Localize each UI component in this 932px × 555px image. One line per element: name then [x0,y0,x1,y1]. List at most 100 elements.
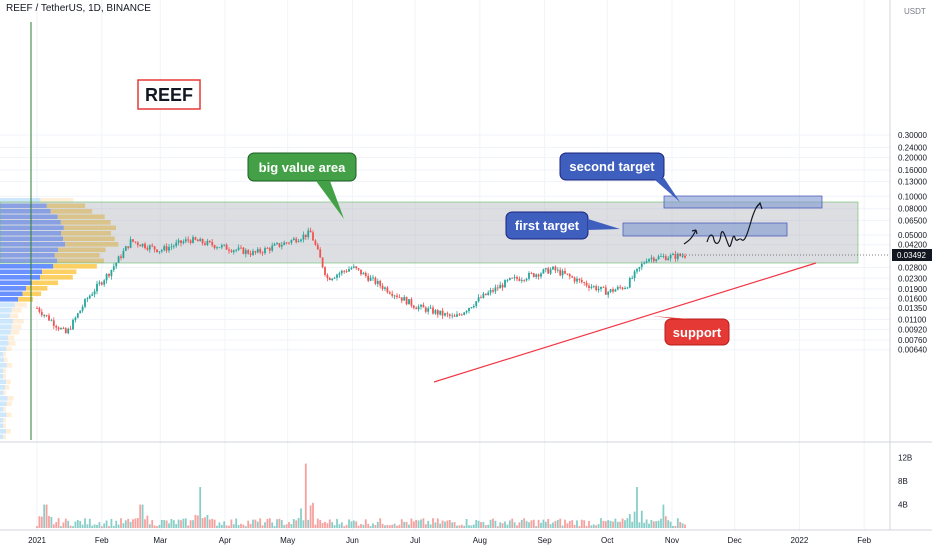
volume-bar [595,525,598,528]
volume-bar [304,463,307,528]
last-price-tag [892,249,932,261]
volume-bar [268,518,271,528]
candle-body [652,257,655,262]
volume-bar [367,523,370,528]
profile-bar-down [5,379,11,385]
candle-body [312,232,314,241]
candle-body [549,269,552,274]
volume-bar [607,520,610,528]
candle-body [540,273,542,277]
first-target-callout[interactable]: first target [505,211,620,240]
candle-body [520,279,523,281]
profile-bar-down [46,203,86,209]
volume-bar [43,504,46,528]
profile-bar-up [0,269,43,275]
volume-bar [463,525,466,528]
volume-bar [285,524,288,528]
candle-body [420,304,422,307]
time-tick-label: Feb [857,536,871,545]
profile-bar-up [0,330,11,335]
profile-bar-up [0,434,4,440]
time-axis[interactable]: 2021 Feb Mar Apr May Jun Jul Aug Sep Oct Nov Dec 202… [28,536,872,545]
projection-arrowhead [755,201,763,210]
candle-body [585,282,588,286]
volume-bar [441,520,444,528]
value-area-callout[interactable]: big value area [247,152,357,219]
candle-body [379,280,382,286]
volume-bar [196,515,199,528]
volume-bar [374,525,377,528]
volume-bar [158,524,161,528]
volume-bar [535,526,538,528]
profile-bar-up [0,258,58,264]
candle-body [357,268,360,270]
volume-bar [408,524,410,528]
volume-bar [100,526,103,528]
candle-body [367,275,370,281]
volume-bar [235,518,238,528]
candle-body [316,244,319,250]
candle-body [189,240,192,243]
candle-body [508,277,511,280]
candle-body [513,277,516,278]
volume-bar [129,521,132,528]
candle-body [600,286,602,289]
candle-body [328,278,331,281]
volume-bar [393,523,396,528]
volume-bar [283,525,286,528]
volume-bar [405,522,408,528]
volume-bar [475,519,478,528]
candle-body [132,239,134,242]
volume-bar [499,522,502,528]
candle-body [451,315,454,317]
profile-bar-down [54,253,100,258]
ticker-label-box[interactable]: REEF [137,79,201,110]
volume-bar [422,518,425,528]
volume-bar [57,518,60,528]
support-callout[interactable]: support [652,316,730,346]
volume-bar [136,518,139,528]
candle-body [345,271,348,272]
second-target-callout[interactable]: second target [559,152,680,202]
candle-body [81,306,84,311]
volume-bar [213,519,216,528]
candle-body [672,253,674,256]
volume-bar [496,526,499,528]
profile-bar-down [50,209,93,214]
volume-bar [532,519,535,528]
volume-bar [619,521,622,528]
volume-bar [369,526,372,528]
candle-body [249,253,252,255]
volume-bar [295,520,298,528]
profile-bar-up [0,401,7,407]
candle-body [564,270,566,274]
candle-body [516,277,518,279]
volume-bar [621,518,624,528]
price-axis[interactable]: 0.30000 0.24000 0.20000 0.16000 0.13000 0.100… [898,131,927,355]
volume-bar [614,518,617,528]
candle-body [252,251,254,255]
volume-bar [564,519,566,528]
volume-bar [146,515,149,528]
profile-bar-down [14,302,27,308]
profile-bar-up [0,225,64,231]
profile-bar-up [0,407,4,412]
candle-body [472,306,475,308]
volume-bar [446,520,449,528]
profile-bar-up [0,209,51,214]
volume-tick-label: 12B [898,454,912,463]
volume-axis[interactable]: 12B 8B 4B [898,454,912,510]
profile-bar-down [63,236,115,242]
volume-bar [206,514,209,528]
price-tick-label: 0.00920 [898,325,927,334]
volume-bar [400,519,403,528]
candle-body [532,273,535,277]
price-tick-label: 0.00640 [898,346,927,355]
volume-bar [573,524,576,528]
volume-bar [216,525,218,528]
volume-bar [276,519,278,528]
profile-bar-down [3,434,6,440]
candle-body [52,320,55,326]
profile-bar-up [0,385,6,390]
